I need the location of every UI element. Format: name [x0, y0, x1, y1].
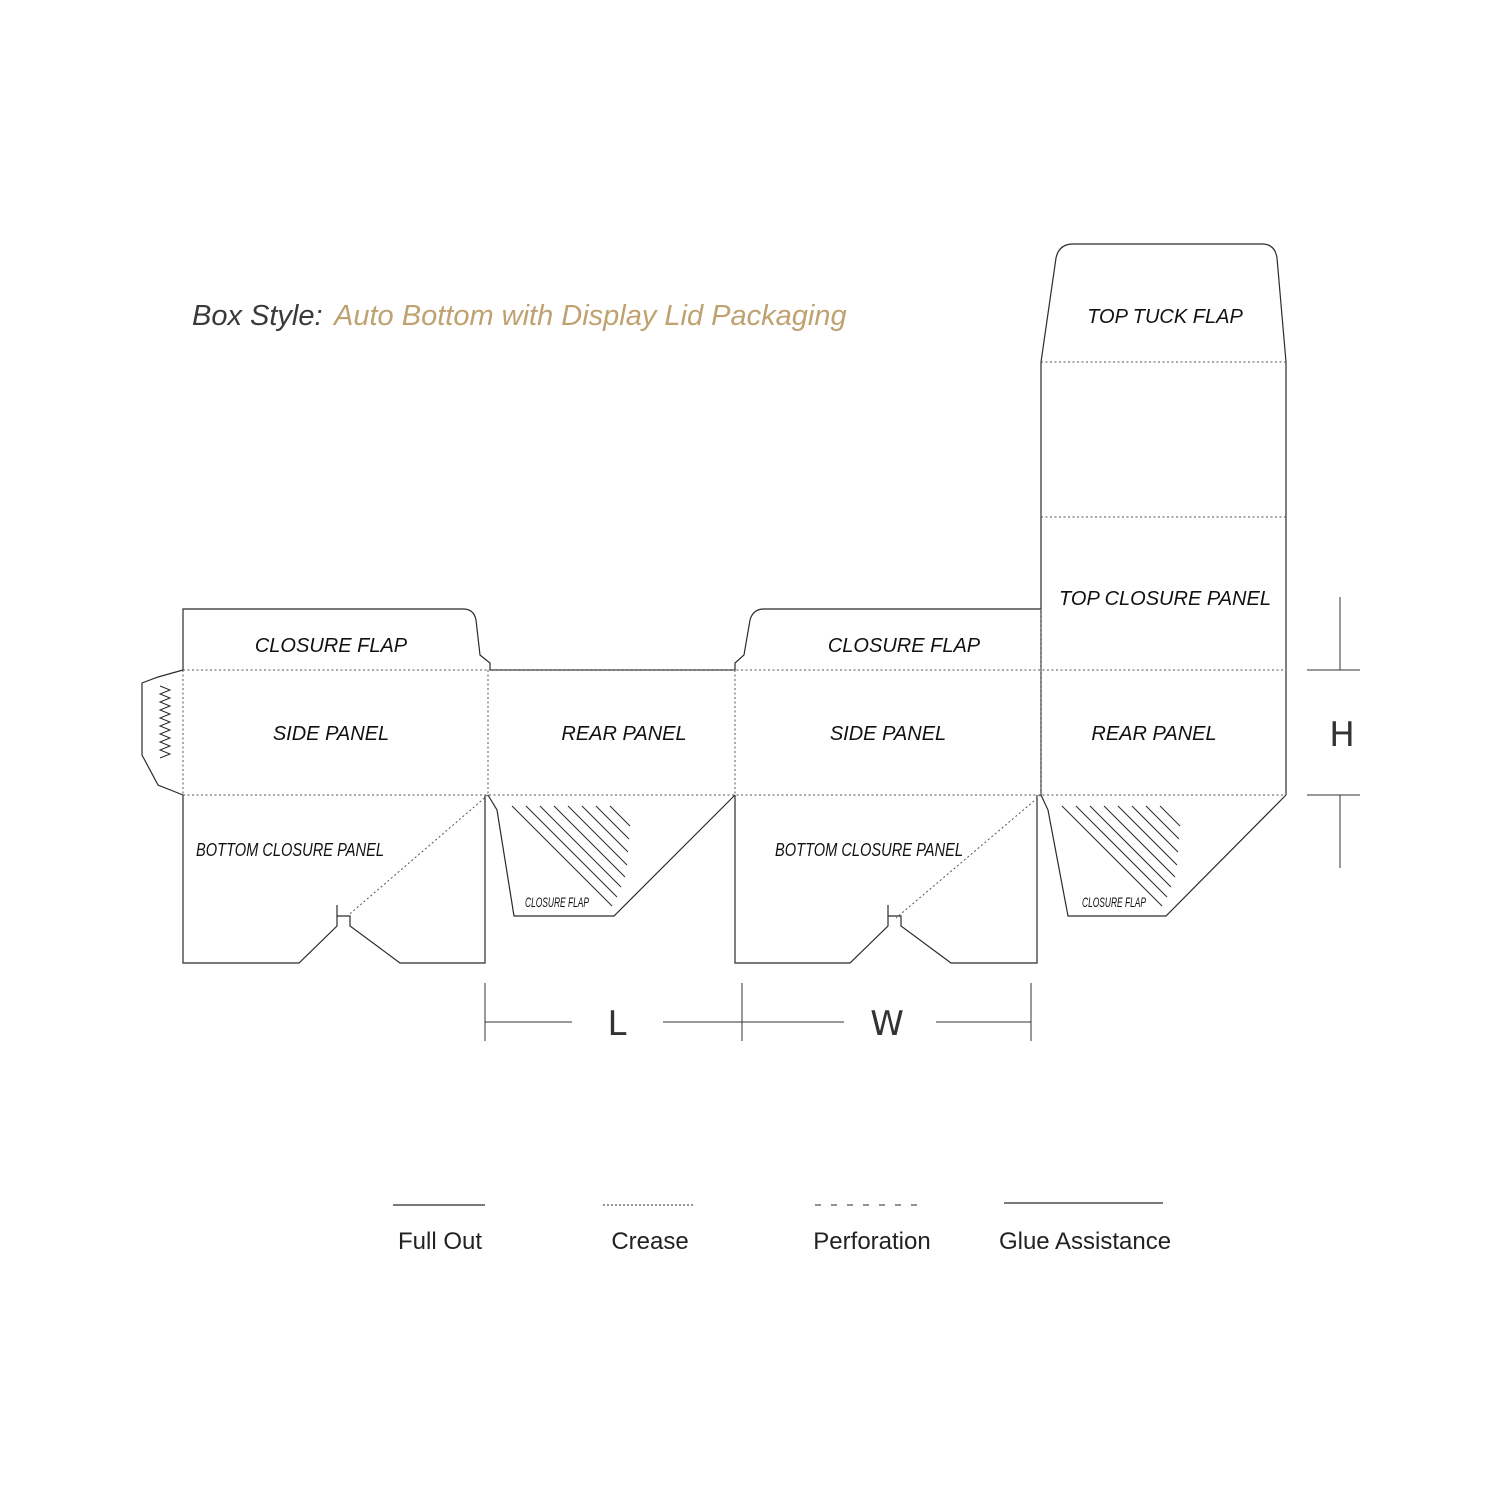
hatch-right	[1061, 805, 1181, 907]
legend-perforation-label: Perforation	[813, 1228, 930, 1255]
bottom-closure-panel-mid-label: BOTTOM CLOSURE PANEL	[775, 840, 963, 860]
closure-flap-small-right-outline	[1040, 794, 1287, 917]
legend: Full Out Crease Perforation Glue Assista…	[393, 1202, 1171, 1255]
bottom-closure-panel-left-label: BOTTOM CLOSURE PANEL	[196, 840, 384, 860]
rear-panel-right-label: REAR PANEL	[1091, 723, 1216, 745]
title-prefix: Box Style:	[192, 300, 323, 332]
glue-flap-outline	[141, 669, 184, 796]
lid-column-outline	[1040, 243, 1287, 795]
glue-zigzag	[158, 685, 172, 759]
bottom-closure-panel-left-outline	[182, 795, 486, 964]
dimension-height: H	[1307, 597, 1360, 868]
width-label: W	[870, 1004, 904, 1044]
dimension-length: L	[484, 983, 743, 1044]
side-panel-mid-label: SIDE PANEL	[830, 723, 946, 745]
closure-flap-mid-label: CLOSURE FLAP	[828, 635, 981, 657]
length-label: L	[608, 1004, 627, 1044]
dimension-width: W	[742, 983, 1032, 1044]
crease-lines	[182, 361, 1286, 919]
rear-panel-left-label: REAR PANEL	[561, 723, 686, 745]
hatch-left	[511, 805, 631, 907]
closure-flap-left-outline	[182, 608, 491, 670]
closure-flap-small-left-outline	[487, 794, 736, 917]
closure-flap-left-label: CLOSURE FLAP	[255, 635, 408, 657]
legend-crease-label: Crease	[611, 1228, 688, 1255]
legend-full-out-label: Full Out	[398, 1228, 482, 1255]
height-label: H	[1329, 715, 1355, 755]
closure-flap-mid-outline	[734, 608, 1041, 670]
closure-flap-small-right-label: CLOSURE FLAP	[1082, 894, 1146, 910]
top-closure-panel-label: TOP CLOSURE PANEL	[1059, 588, 1271, 610]
side-panel-left-label: SIDE PANEL	[273, 723, 389, 745]
legend-glue-assistance-label: Glue Assistance	[999, 1228, 1171, 1255]
title-style-name: Auto Bottom with Display Lid Packaging	[332, 300, 847, 332]
top-tuck-flap-label: TOP TUCK FLAP	[1087, 306, 1243, 328]
title: Box Style: Auto Bottom with Display Lid …	[192, 300, 847, 332]
panel-labels: TOP TUCK FLAP TOP CLOSURE PANEL CLOSURE …	[196, 306, 1271, 910]
bottom-closure-panel-mid-outline	[734, 795, 1038, 964]
closure-flap-small-left-label: CLOSURE FLAP	[525, 894, 589, 910]
